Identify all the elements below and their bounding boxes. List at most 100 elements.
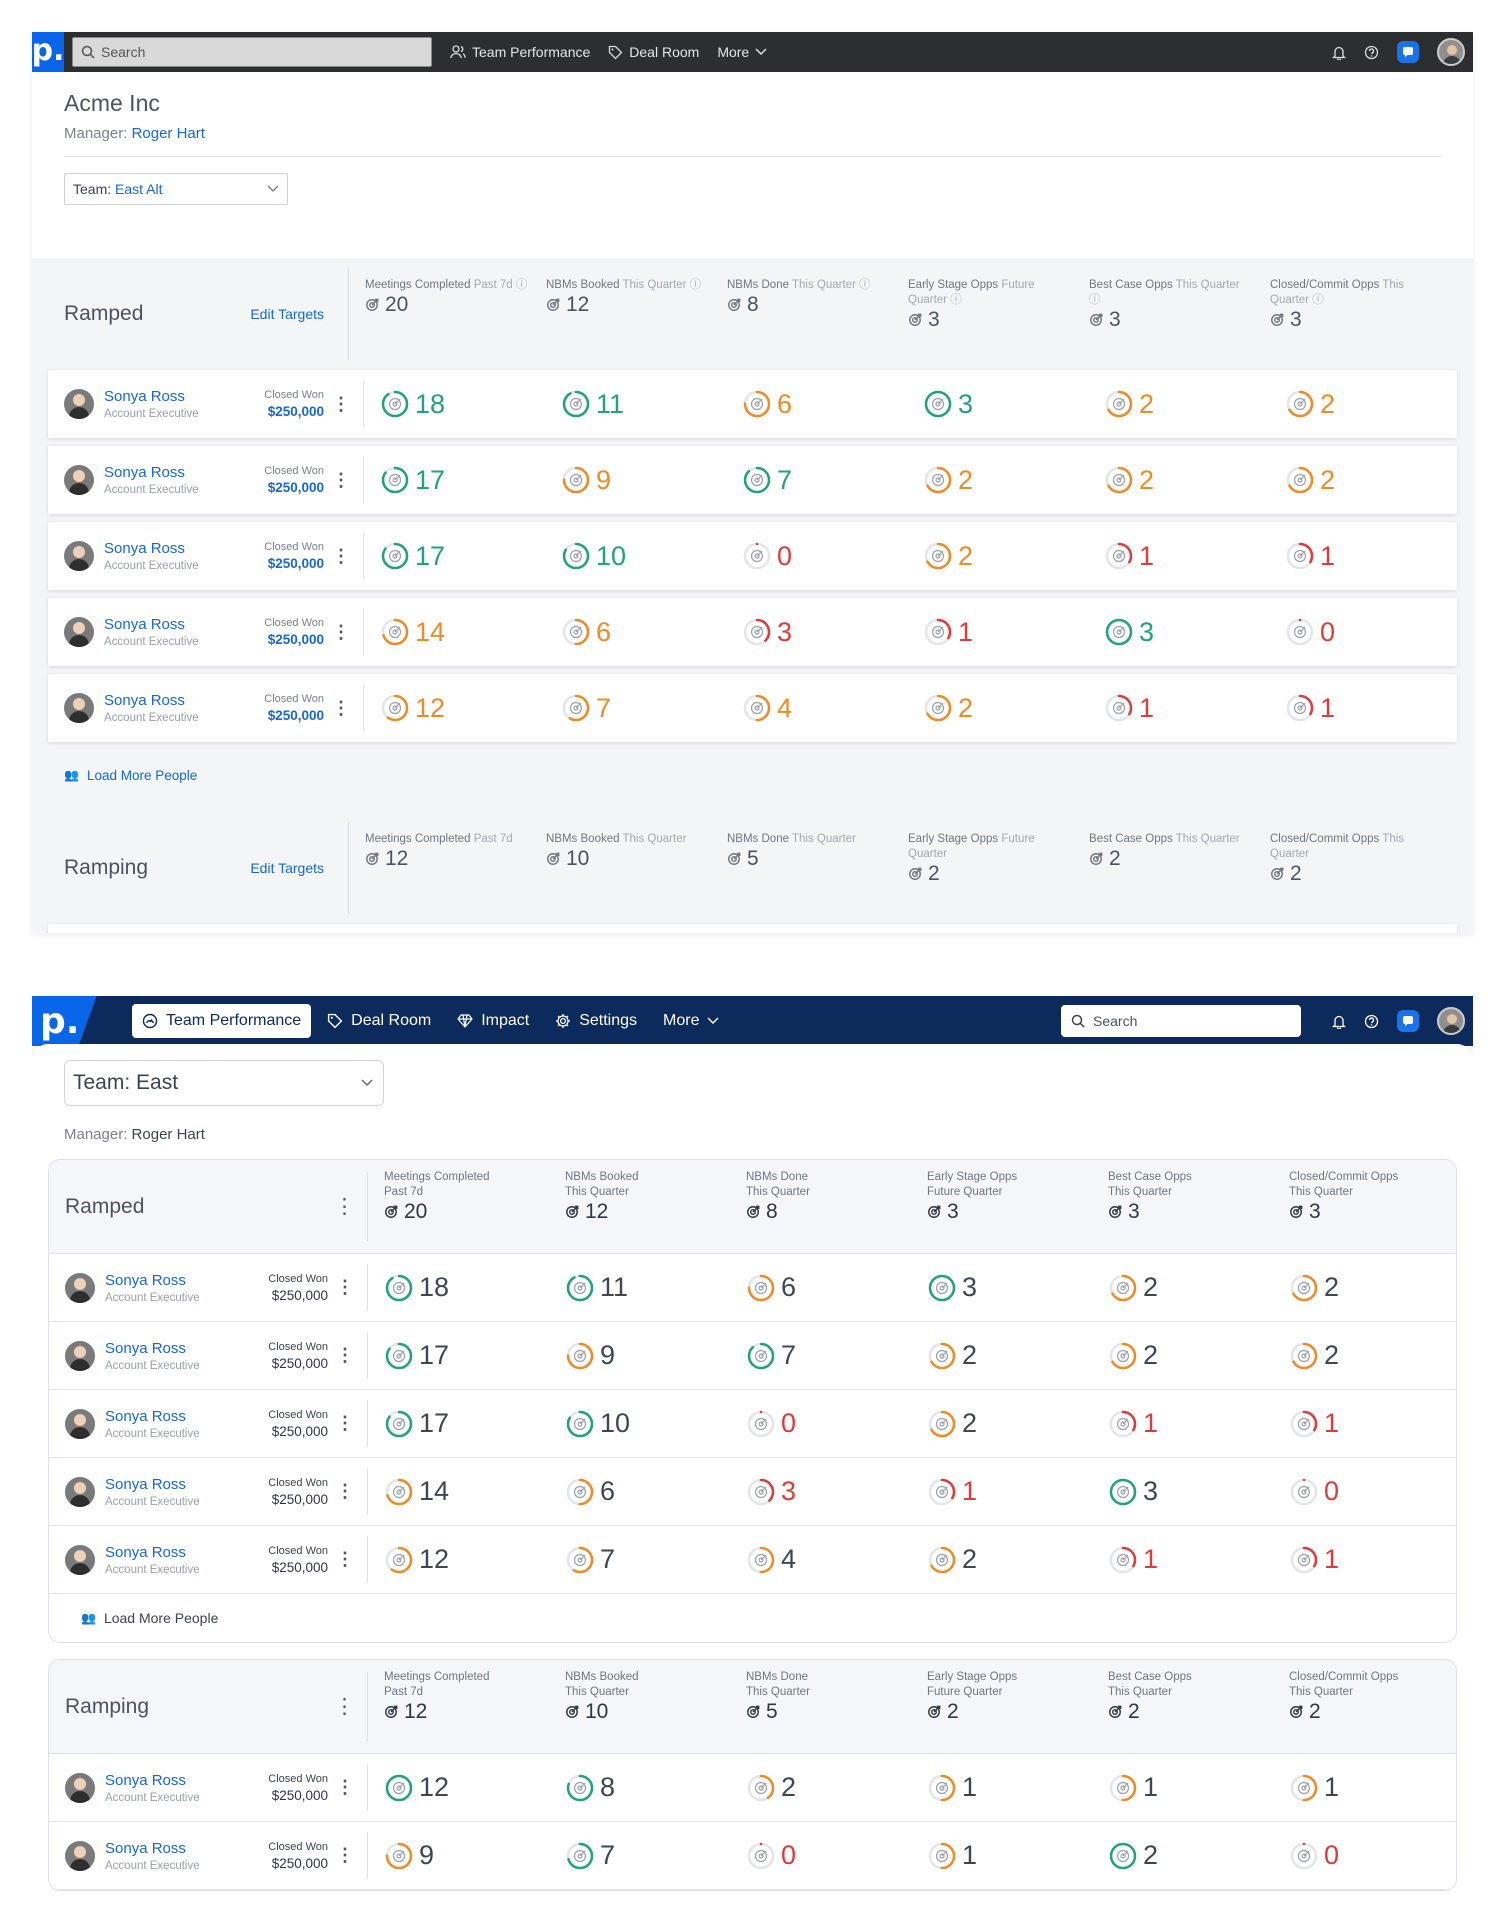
metric-cell[interactable]: 4 [730, 1544, 911, 1575]
metric-cell[interactable]: 18 [368, 1272, 549, 1303]
metric-cell[interactable]: 2 [1088, 465, 1269, 496]
logo[interactable]: p. [32, 996, 118, 1046]
metric-cell[interactable]: 6 [549, 1476, 730, 1507]
bell-icon[interactable] [1332, 45, 1346, 60]
person-name-link[interactable]: Sonya Ross [105, 1543, 186, 1561]
person-name-link[interactable]: Sonya Ross [105, 1839, 186, 1857]
team-select[interactable]: Team: East Alt [64, 173, 288, 205]
metric-cell[interactable]: 10 [549, 1408, 730, 1439]
person-name-link[interactable]: Sonya Ross [104, 616, 185, 633]
more-options-icon[interactable]: ⋮ [336, 1277, 354, 1297]
metric-cell[interactable]: 3 [1088, 617, 1269, 648]
user-avatar[interactable] [1437, 1007, 1465, 1035]
info-icon[interactable]: ⓘ [686, 279, 702, 291]
metric-cell[interactable]: 6 [545, 617, 726, 648]
metric-cell[interactable]: 2 [1273, 1272, 1454, 1303]
metric-cell[interactable]: 1 [1269, 541, 1450, 572]
metric-cell[interactable]: 6 [730, 1272, 911, 1303]
help-icon[interactable] [1364, 1014, 1379, 1029]
more-options-icon[interactable]: ⋮ [336, 1777, 354, 1797]
metric-cell[interactable]: 7 [726, 465, 907, 496]
team-select[interactable]: Team: East [64, 1060, 384, 1106]
person-name-link[interactable]: Sonya Ross [105, 1475, 186, 1493]
metric-cell[interactable]: 1 [911, 1476, 1092, 1507]
metric-cell[interactable]: 1 [1273, 1408, 1454, 1439]
metric-cell[interactable]: 17 [368, 1408, 549, 1439]
metric-cell[interactable]: 14 [364, 617, 545, 648]
person-name-link[interactable]: Sonya Ross [105, 1771, 186, 1789]
nav-settings[interactable]: Settings [545, 1004, 647, 1038]
person-name-link[interactable]: Sonya Ross [105, 1271, 186, 1289]
metric-cell[interactable]: 18 [364, 389, 545, 420]
more-options-icon[interactable]: ⋮ [332, 469, 350, 490]
nav-more[interactable]: More [653, 1004, 729, 1038]
metric-cell[interactable]: 0 [1273, 1840, 1454, 1871]
metric-cell[interactable]: 2 [1092, 1272, 1273, 1303]
metric-cell[interactable]: 2 [1092, 1840, 1273, 1871]
metric-cell[interactable]: 1 [907, 617, 1088, 648]
person-name-link[interactable]: Sonya Ross [105, 1407, 186, 1425]
metric-cell[interactable]: 1 [1092, 1772, 1273, 1803]
metric-cell[interactable]: 2 [911, 1408, 1092, 1439]
more-options-icon[interactable]: ⋮ [332, 621, 350, 642]
metric-cell[interactable]: 1 [1269, 693, 1450, 724]
load-more-button[interactable]: 👥 Load More People [32, 750, 1473, 812]
nav-deal-room[interactable]: Deal Room [608, 44, 699, 60]
metric-cell[interactable]: 1 [911, 1840, 1092, 1871]
metric-cell[interactable]: 0 [726, 541, 907, 572]
info-icon[interactable]: ⓘ [1309, 294, 1324, 306]
metric-cell[interactable]: 2 [911, 1544, 1092, 1575]
metric-cell[interactable]: 2 [911, 1340, 1092, 1371]
more-options-icon[interactable]: ⋮ [336, 1413, 354, 1433]
manager-link[interactable]: Roger Hart [131, 125, 205, 142]
user-avatar[interactable] [1437, 38, 1465, 66]
person-name-link[interactable]: Sonya Ross [104, 692, 185, 709]
chat-button[interactable] [1397, 1010, 1419, 1032]
metric-cell[interactable]: 3 [907, 389, 1088, 420]
metric-cell[interactable]: 10 [545, 541, 726, 572]
metric-cell[interactable]: 1 [911, 1772, 1092, 1803]
metric-cell[interactable]: 9 [545, 465, 726, 496]
metric-cell[interactable]: 3 [730, 1476, 911, 1507]
edit-targets-link[interactable]: Edit Targets [250, 306, 324, 322]
metric-cell[interactable]: 3 [911, 1272, 1092, 1303]
bell-icon[interactable] [1332, 1014, 1346, 1029]
metric-cell[interactable]: 3 [726, 617, 907, 648]
metric-cell[interactable]: 6 [726, 389, 907, 420]
metric-cell[interactable]: 1 [1092, 1408, 1273, 1439]
metric-cell[interactable]: 2 [1088, 389, 1269, 420]
more-options-icon[interactable]: ⋮ [334, 1195, 355, 1218]
metric-cell[interactable]: 9 [549, 1340, 730, 1371]
metric-cell[interactable]: 0 [730, 1840, 911, 1871]
metric-cell[interactable]: 17 [364, 465, 545, 496]
info-icon[interactable]: ⓘ [512, 279, 528, 291]
metric-cell[interactable]: 2 [1092, 1340, 1273, 1371]
metric-cell[interactable]: 11 [549, 1272, 730, 1303]
metric-cell[interactable]: 2 [1273, 1340, 1454, 1371]
metric-cell[interactable]: 11 [545, 389, 726, 420]
more-options-icon[interactable]: ⋮ [332, 393, 350, 414]
metric-cell[interactable]: 0 [1273, 1476, 1454, 1507]
search-input[interactable]: Search [1061, 1005, 1301, 1037]
metric-cell[interactable]: 2 [730, 1772, 911, 1803]
help-icon[interactable] [1364, 45, 1379, 60]
metric-cell[interactable]: 12 [368, 1772, 549, 1803]
info-icon[interactable]: ⓘ [1089, 294, 1101, 306]
nav-team-performance[interactable]: Team Performance [450, 44, 590, 60]
metric-cell[interactable]: 7 [549, 1840, 730, 1871]
metric-cell[interactable]: 1 [1088, 541, 1269, 572]
more-options-icon[interactable]: ⋮ [334, 1695, 355, 1718]
nav-team-performance[interactable]: Team Performance [132, 1004, 312, 1038]
metric-cell[interactable]: 0 [730, 1408, 911, 1439]
metric-cell[interactable]: 7 [545, 693, 726, 724]
metric-cell[interactable]: 8 [549, 1772, 730, 1803]
metric-cell[interactable]: 4 [726, 693, 907, 724]
metric-cell[interactable]: 17 [368, 1340, 549, 1371]
metric-cell[interactable]: 7 [730, 1340, 911, 1371]
metric-cell[interactable]: 2 [1269, 465, 1450, 496]
metric-cell[interactable]: 2 [1269, 389, 1450, 420]
logo[interactable]: p. [32, 32, 64, 72]
metric-cell[interactable]: 0 [1269, 617, 1450, 648]
more-options-icon[interactable]: ⋮ [336, 1481, 354, 1501]
metric-cell[interactable]: 1 [1273, 1772, 1454, 1803]
